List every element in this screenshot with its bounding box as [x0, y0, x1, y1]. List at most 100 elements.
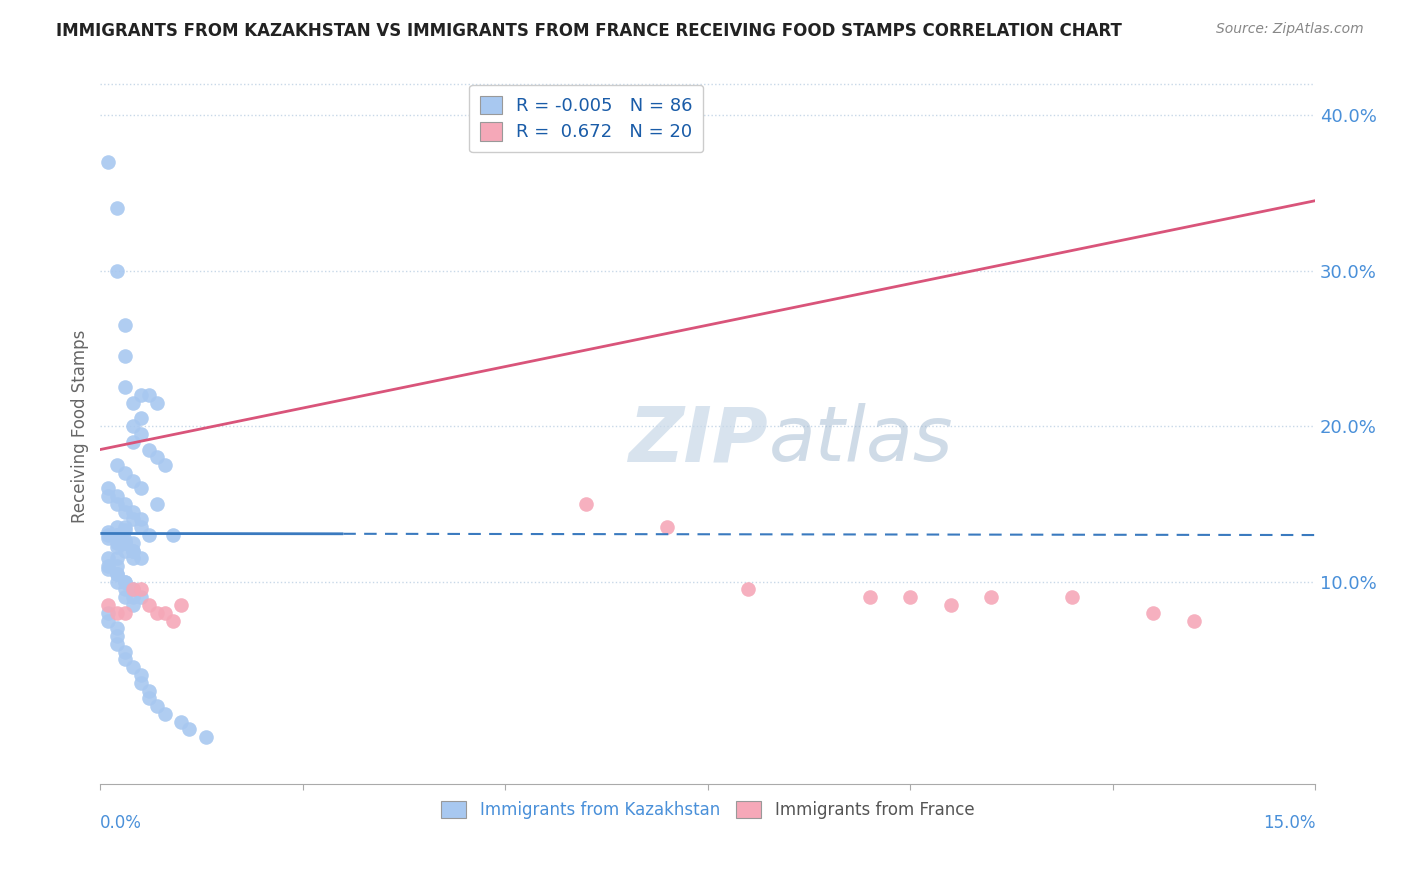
- Point: [105, 621, 128, 635]
- Point: [114, 574, 136, 589]
- Point: [105, 263, 128, 277]
- Text: IMMIGRANTS FROM KAZAKHSTAN VS IMMIGRANTS FROM FRANCE RECEIVING FOOD STAMPS CORRE: IMMIGRANTS FROM KAZAKHSTAN VS IMMIGRANTS…: [56, 22, 1122, 40]
- Point: [105, 458, 128, 472]
- Point: [1182, 614, 1205, 628]
- Point: [105, 551, 128, 566]
- Point: [105, 541, 128, 555]
- Point: [121, 543, 143, 558]
- Point: [859, 591, 882, 605]
- Point: [121, 551, 143, 566]
- Point: [146, 699, 169, 714]
- Point: [97, 531, 120, 545]
- Point: [114, 524, 136, 538]
- Point: [939, 598, 962, 612]
- Point: [114, 520, 136, 534]
- Point: [129, 482, 152, 496]
- Point: [121, 512, 143, 526]
- Point: [153, 606, 176, 620]
- Point: [129, 551, 152, 566]
- Text: 0.0%: 0.0%: [100, 814, 142, 832]
- Point: [97, 551, 120, 566]
- Point: [162, 528, 184, 542]
- Point: [129, 411, 152, 425]
- Point: [737, 582, 759, 597]
- Point: [114, 533, 136, 547]
- Point: [105, 497, 128, 511]
- Point: [97, 614, 120, 628]
- Point: [129, 591, 152, 605]
- Point: [114, 349, 136, 363]
- Point: [121, 543, 143, 558]
- Point: [105, 574, 128, 589]
- Text: Source: ZipAtlas.com: Source: ZipAtlas.com: [1216, 22, 1364, 37]
- Point: [1062, 591, 1084, 605]
- Point: [105, 202, 128, 216]
- Point: [980, 591, 1002, 605]
- Point: [162, 614, 184, 628]
- Point: [129, 675, 152, 690]
- Point: [105, 559, 128, 574]
- Point: [121, 598, 143, 612]
- Point: [114, 536, 136, 550]
- Text: atlas: atlas: [769, 403, 953, 477]
- Point: [129, 426, 152, 441]
- Point: [105, 566, 128, 581]
- Point: [114, 645, 136, 659]
- Point: [105, 566, 128, 581]
- Point: [657, 520, 679, 534]
- Point: [114, 466, 136, 480]
- Point: [121, 591, 143, 605]
- Point: [105, 489, 128, 503]
- Y-axis label: Receiving Food Stamps: Receiving Food Stamps: [72, 329, 89, 523]
- Point: [138, 388, 160, 402]
- Point: [121, 419, 143, 434]
- Point: [138, 598, 160, 612]
- Point: [97, 524, 120, 539]
- Point: [114, 582, 136, 597]
- Point: [97, 598, 120, 612]
- Point: [146, 450, 169, 465]
- Point: [129, 582, 152, 597]
- Point: [97, 562, 120, 576]
- Point: [138, 442, 160, 457]
- Point: [575, 497, 598, 511]
- Point: [129, 668, 152, 682]
- Point: [121, 396, 143, 410]
- Point: [121, 505, 143, 519]
- Point: [97, 528, 120, 542]
- Point: [105, 520, 128, 534]
- Point: [129, 512, 152, 526]
- Point: [114, 652, 136, 666]
- Point: [146, 396, 169, 410]
- Point: [114, 318, 136, 332]
- Point: [138, 683, 160, 698]
- Point: [170, 714, 193, 729]
- Point: [129, 388, 152, 402]
- Point: [114, 591, 136, 605]
- Point: [121, 536, 143, 550]
- Point: [114, 574, 136, 589]
- Point: [105, 637, 128, 651]
- Point: [105, 536, 128, 550]
- Point: [97, 154, 120, 169]
- Point: [97, 559, 120, 574]
- Point: [97, 482, 120, 496]
- Point: [121, 582, 143, 597]
- Point: [138, 528, 160, 542]
- Point: [105, 606, 128, 620]
- Point: [114, 543, 136, 558]
- Text: ZIP: ZIP: [628, 403, 769, 477]
- Text: 15.0%: 15.0%: [1263, 814, 1315, 832]
- Point: [114, 505, 136, 519]
- Point: [179, 723, 201, 737]
- Point: [153, 706, 176, 721]
- Point: [121, 474, 143, 488]
- Point: [97, 489, 120, 503]
- Point: [146, 497, 169, 511]
- Point: [898, 591, 921, 605]
- Point: [105, 629, 128, 643]
- Point: [129, 520, 152, 534]
- Point: [105, 528, 128, 542]
- Point: [121, 660, 143, 674]
- Point: [138, 691, 160, 706]
